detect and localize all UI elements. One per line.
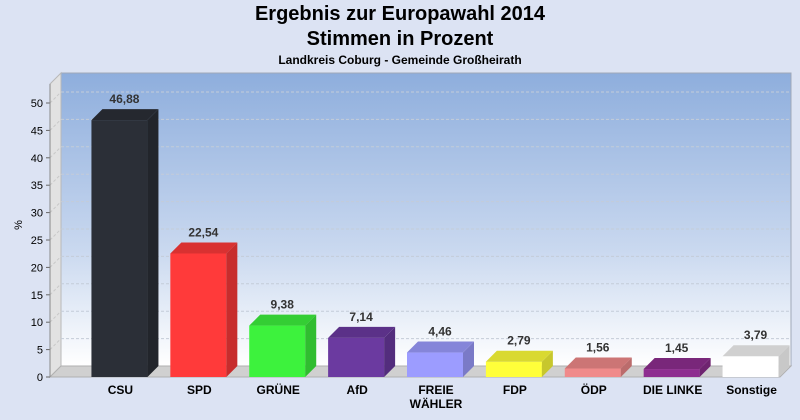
y-tick-label: 25 bbox=[31, 235, 43, 247]
y-tick-label: 15 bbox=[31, 290, 43, 302]
value-label: 7,14 bbox=[349, 310, 373, 324]
category-label: WÄHLER bbox=[410, 396, 463, 411]
bar-side bbox=[305, 314, 317, 377]
bar-top bbox=[485, 350, 553, 362]
value-label: 3,79 bbox=[744, 328, 768, 342]
category-label: SPD bbox=[187, 383, 212, 397]
y-tick-label: 0 bbox=[37, 372, 43, 384]
bar-top bbox=[407, 341, 474, 353]
bar-front bbox=[643, 369, 700, 377]
bar-side bbox=[699, 358, 711, 377]
bar-side bbox=[541, 350, 553, 377]
bar-afd bbox=[328, 326, 396, 377]
bar-top bbox=[643, 358, 711, 370]
value-label: 22,54 bbox=[188, 225, 218, 239]
value-label: 9,38 bbox=[271, 298, 295, 312]
category-label: AfD bbox=[346, 383, 368, 397]
value-label: 46,88 bbox=[109, 92, 139, 106]
category-label: FREIE bbox=[418, 383, 453, 397]
category-label: FDP bbox=[503, 383, 527, 397]
gridline-side bbox=[49, 228, 62, 241]
category-label: Sonstige bbox=[726, 383, 777, 397]
bar-grüne bbox=[249, 314, 317, 377]
chart-subtitle: Stimmen in Prozent bbox=[306, 28, 494, 50]
bar-top bbox=[170, 242, 238, 254]
chart-title: Ergebnis zur Europawahl 2014 bbox=[254, 3, 546, 25]
bar-top bbox=[722, 345, 790, 357]
chart-caption: Landkreis Coburg - Gemeinde Großheirath bbox=[278, 53, 522, 67]
bar-front bbox=[564, 368, 621, 377]
bar-front bbox=[722, 356, 779, 377]
y-tick-label: 10 bbox=[31, 317, 43, 329]
gridline-side bbox=[49, 283, 62, 296]
bar-front bbox=[485, 361, 542, 377]
bar-front bbox=[170, 253, 227, 377]
category-label: CSU bbox=[108, 383, 133, 397]
y-tick-label: 20 bbox=[31, 262, 43, 274]
value-label: 1,56 bbox=[586, 340, 610, 354]
plot-side-wall bbox=[49, 71, 62, 379]
value-label: 4,46 bbox=[428, 325, 452, 339]
gridline-side bbox=[49, 256, 62, 268]
gridline-side bbox=[49, 310, 62, 323]
bar-csu bbox=[91, 109, 159, 378]
category-label: ÖDP bbox=[581, 382, 607, 397]
bar-side bbox=[147, 109, 159, 378]
bar-fdp bbox=[485, 350, 553, 377]
bar-side bbox=[778, 345, 790, 377]
bar-sonstige bbox=[722, 345, 790, 377]
category-label: GRÜNE bbox=[257, 382, 300, 397]
bar-top bbox=[564, 357, 632, 369]
y-tick-label: 45 bbox=[31, 125, 43, 137]
bar-freie-wähler bbox=[407, 341, 474, 377]
bar-side bbox=[463, 341, 474, 377]
gridline-side bbox=[49, 338, 62, 350]
y-tick-label: 30 bbox=[31, 208, 43, 220]
y-tick-label: 35 bbox=[31, 180, 43, 192]
bar-die-linke bbox=[643, 358, 711, 377]
gridline-side bbox=[49, 119, 62, 131]
bar-side bbox=[384, 326, 396, 377]
value-label: 2,79 bbox=[507, 334, 531, 348]
y-axis-label: % bbox=[13, 220, 25, 230]
bar-top bbox=[91, 109, 159, 121]
bar-ödp bbox=[564, 357, 632, 377]
y-tick-label: 50 bbox=[31, 98, 43, 110]
gridline-side bbox=[49, 201, 62, 213]
gridline-side bbox=[49, 146, 62, 159]
category-label: DIE LINKE bbox=[643, 383, 702, 397]
y-tick-label: 5 bbox=[37, 345, 43, 357]
value-label: 1,45 bbox=[665, 341, 689, 355]
bar-side bbox=[620, 357, 632, 377]
gridline-side bbox=[49, 173, 62, 186]
bar-front bbox=[249, 325, 306, 377]
gridline-side bbox=[49, 91, 62, 104]
y-tick-label: 40 bbox=[31, 153, 43, 165]
bar-front bbox=[91, 120, 148, 378]
bar-side bbox=[226, 242, 238, 377]
bar-top bbox=[249, 314, 317, 326]
bar-front bbox=[407, 352, 463, 377]
bar-spd bbox=[170, 242, 238, 377]
bar-front bbox=[328, 337, 385, 377]
bar-top bbox=[328, 326, 396, 338]
